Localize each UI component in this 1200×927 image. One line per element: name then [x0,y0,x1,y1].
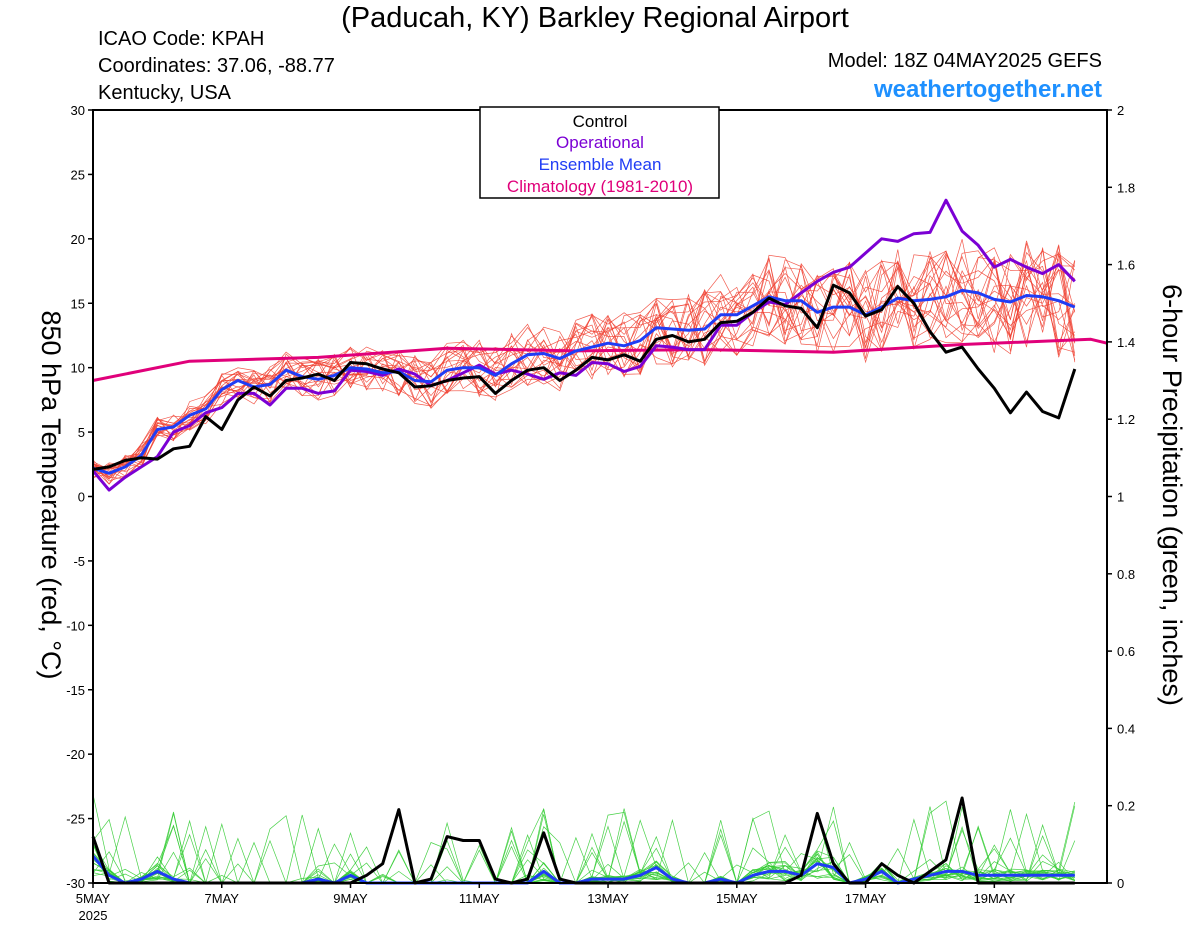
plot-frame [92,109,1108,884]
temperature-member-line [92,247,1075,480]
region: Kentucky, USA [98,82,232,104]
x-tick-sublabel: 2025 [79,908,108,923]
y-tick-label: -30 [66,876,85,891]
operational-line [91,198,1076,492]
legend-climatology: Climatology (1981-2010) [507,177,693,196]
y-tick-label: -15 [66,683,85,698]
y2-tick-label: 0 [1117,876,1124,891]
y2-tick-label: 1.6 [1117,258,1135,273]
y-axis-label-right: 6-hour Precipitation (green, inches) [1157,284,1187,706]
y-tick-label: 10 [71,361,85,376]
y-tick-label: -25 [66,812,85,827]
x-tick-label: 11MAY [459,891,500,906]
precip-member-line [92,800,1075,884]
y2-tick-label: 0.8 [1117,567,1135,582]
ensemble-members [92,239,1076,885]
legend: Control Operational Ensemble Mean Climat… [479,106,720,199]
y-tick-label: -10 [66,618,85,633]
legend-box [479,106,720,199]
y2-tick-label: 1.8 [1117,180,1135,195]
y-axis-label-left: 850 hPa Temperature (red, °C) [36,311,66,680]
series-lines [91,198,1108,885]
precip-member-line [92,794,1076,884]
x-tick-label: 9MAY [333,891,368,906]
y2-tick-label: 2 [1117,103,1124,118]
coordinates: Coordinates: 37.06, -88.77 [98,55,335,77]
y-tick-label: 30 [71,103,85,118]
y-tick-label: 25 [71,167,85,182]
control-line [92,283,1077,471]
y2-tick-label: 0.6 [1117,644,1135,659]
model-run: Model: 18Z 04MAY2025 GEFS [827,50,1102,72]
legend-operational: Operational [556,133,644,152]
y-tick-label: -5 [73,554,85,569]
y2-tick-label: 0.2 [1117,799,1135,814]
legend-ensemble-mean: Ensemble Mean [539,155,662,174]
climatology-line [92,337,1108,382]
y2-tick-label: 1.2 [1117,412,1135,427]
temperature-member-line [92,254,1076,474]
y-tick-label: 15 [71,296,85,311]
precip-control-line [91,796,1075,885]
x-tick-label: 13MAY [587,891,629,906]
x-tick-label: 15MAY [716,891,758,906]
y2-tick-label: 1.4 [1117,335,1135,350]
icao-code: ICAO Code: KPAH [98,28,265,50]
y2-tick-label: 1 [1117,490,1124,505]
ensemble-mean-line [92,288,1076,475]
x-tick-label: 5MAY [76,891,111,906]
page-title: (Paducah, KY) Barkley Regional Airport [341,2,849,34]
y-tick-label: 20 [71,232,85,247]
axes: 302520151050-5-10-15-20-25-3021.81.61.41… [66,103,1135,923]
x-tick-label: 7MAY [205,891,240,906]
site-link[interactable]: weathertogether.net [873,76,1102,103]
legend-control: Control [573,112,628,131]
y-tick-label: 0 [78,490,85,505]
temperature-member-line [92,254,1076,479]
temperature-member-line [92,240,1076,479]
x-tick-label: 17MAY [845,891,887,906]
y-tick-label: -20 [66,747,85,762]
precip-member-line [92,802,1076,884]
y2-tick-label: 0.4 [1117,721,1135,736]
temperature-member-line [92,239,1076,478]
y-tick-label: 5 [78,425,85,440]
x-tick-label: 19MAY [973,891,1015,906]
